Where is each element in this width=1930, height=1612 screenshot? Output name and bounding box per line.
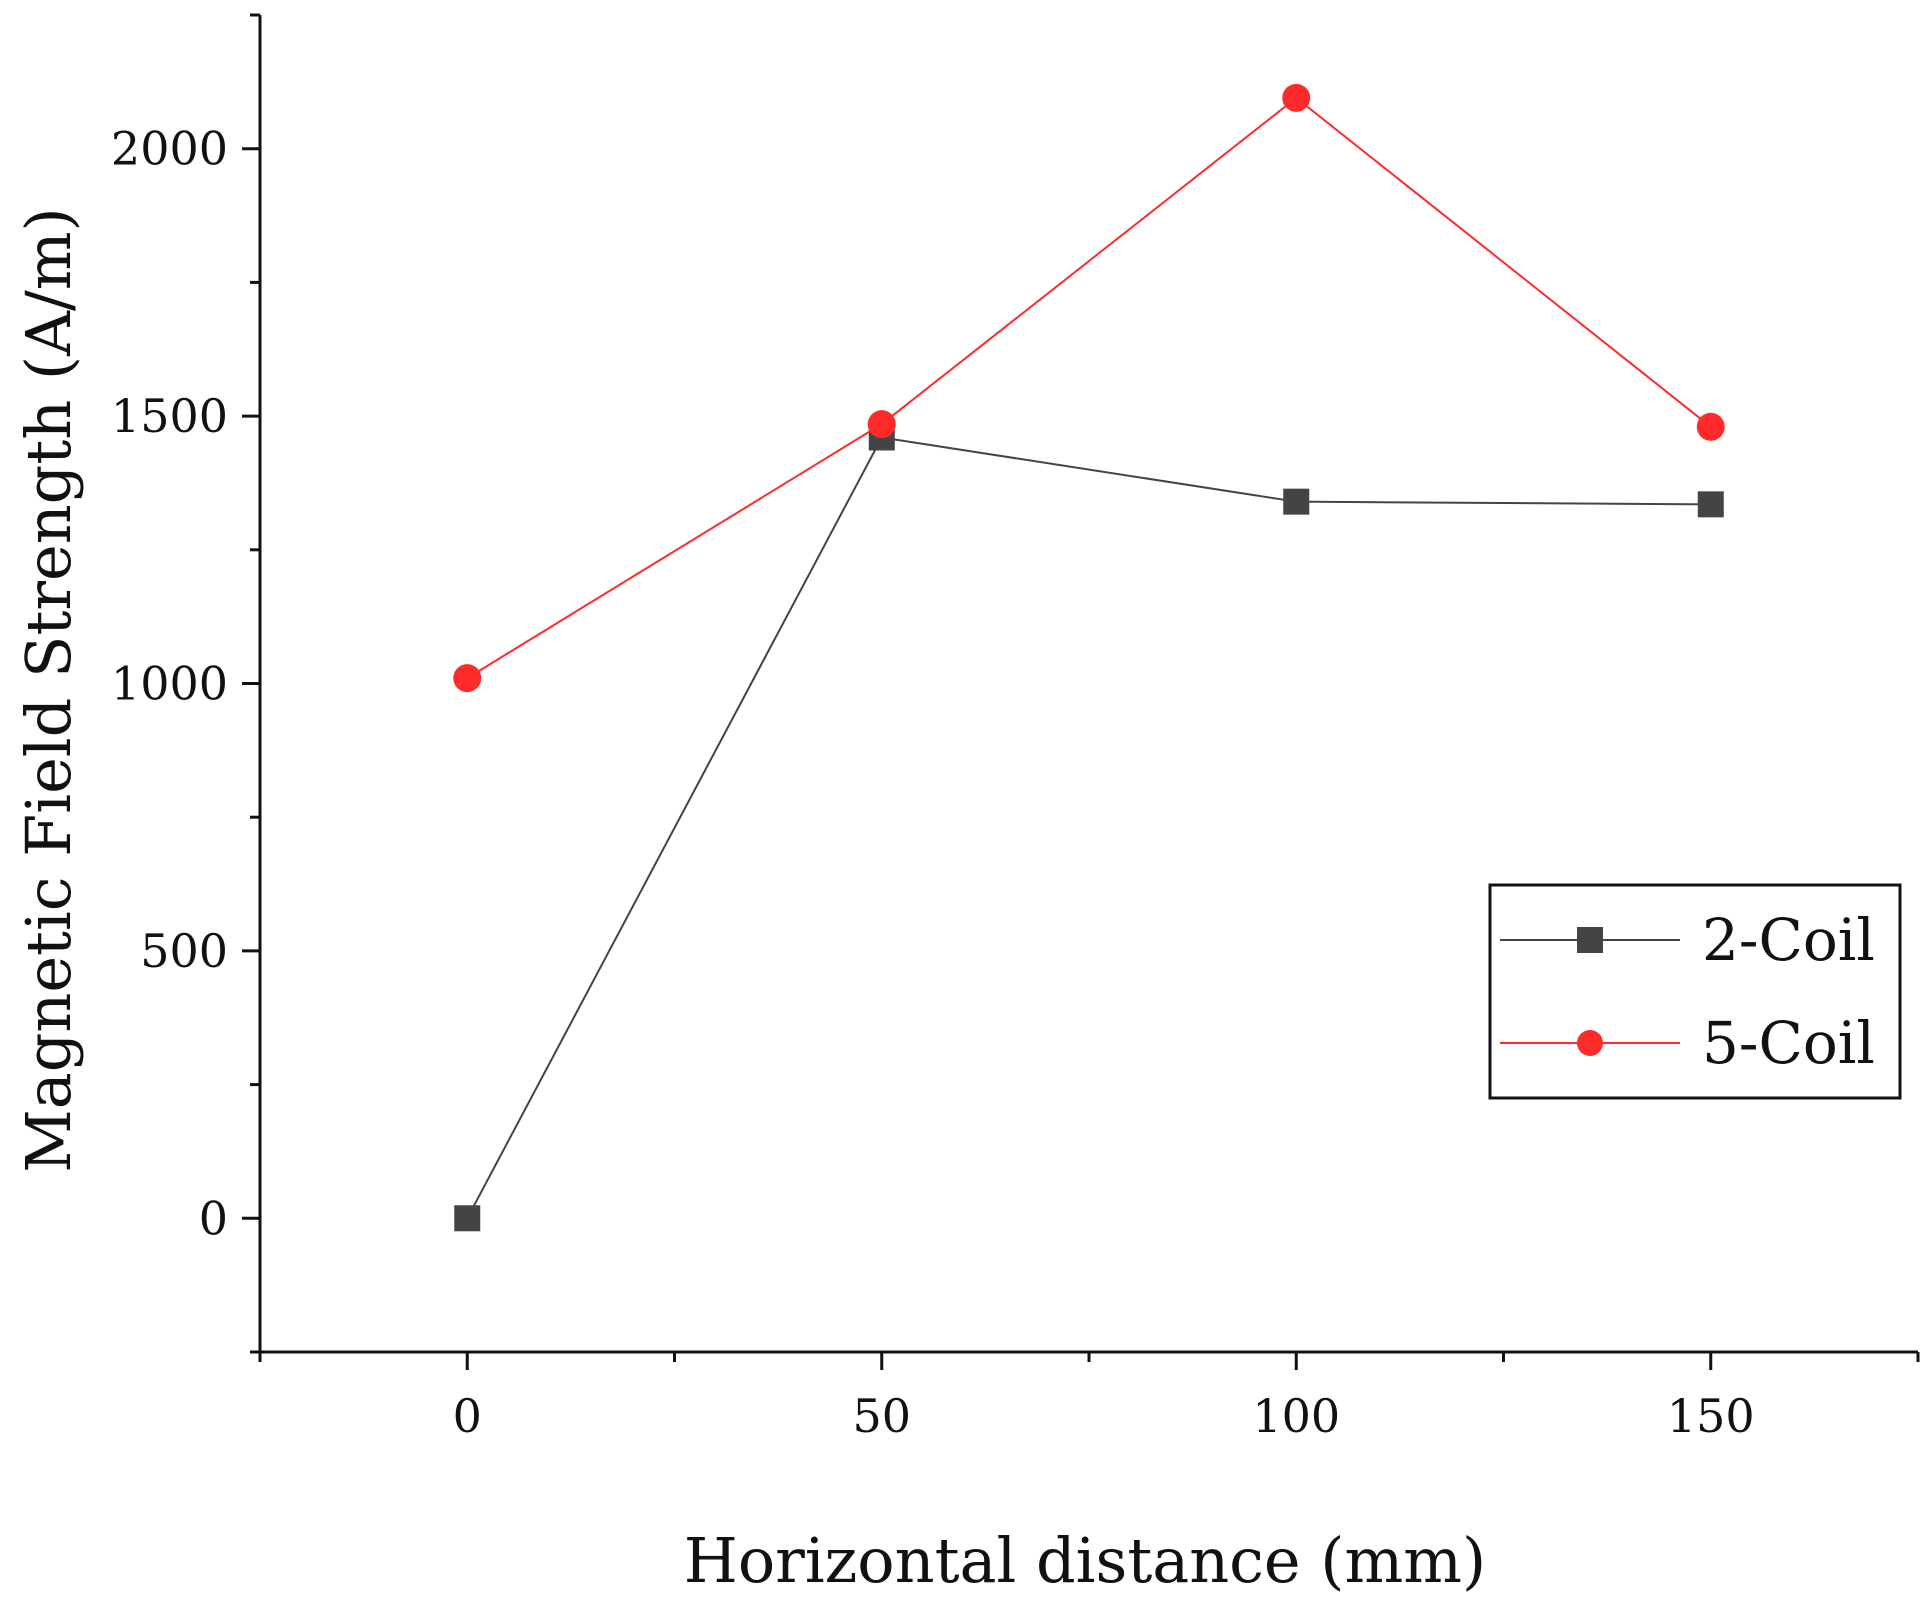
x-tick-label: 0 — [453, 1389, 482, 1443]
legend-marker-5-coil — [1577, 1030, 1603, 1056]
legend-marker-2-coil — [1577, 927, 1603, 953]
y-tick-label: 2000 — [111, 122, 228, 176]
data-point-5-coil — [453, 664, 482, 693]
series-line-2-coil — [466, 436, 1711, 1219]
x-tick-label: 50 — [852, 1389, 911, 1443]
data-point-2-coil — [454, 1205, 481, 1232]
legend-label-2-coil: 2-Coil — [1702, 906, 1875, 974]
data-point-2-coil — [1283, 488, 1310, 515]
y-tick-label: 1000 — [111, 657, 228, 711]
y-tick-label: 500 — [140, 924, 228, 978]
legend: 2-Coil 5-Coil — [1488, 883, 1902, 1100]
data-point-5-coil — [867, 410, 896, 439]
series-layer — [453, 83, 1725, 1232]
series-line-5-coil — [466, 96, 1712, 680]
y-tick-label: 0 — [199, 1191, 228, 1245]
legend-box — [1488, 883, 1902, 1100]
y-axis-title: Magnetic Field Strength (A/m) — [12, 207, 85, 1172]
y-tick-label: 1500 — [111, 389, 228, 443]
data-point-5-coil — [1282, 83, 1311, 112]
legend-label-5-coil: 5-Coil — [1702, 1009, 1875, 1077]
x-tick-label: 150 — [1667, 1389, 1755, 1443]
axes-layer: 0 500 1000 1500 2000 0 50 100 150 — [111, 13, 1920, 1443]
data-point-2-coil — [1697, 491, 1724, 518]
data-point-5-coil — [1696, 412, 1725, 441]
x-tick-label: 100 — [1252, 1389, 1340, 1443]
x-axis-title: Horizontal distance (mm) — [684, 1524, 1486, 1597]
